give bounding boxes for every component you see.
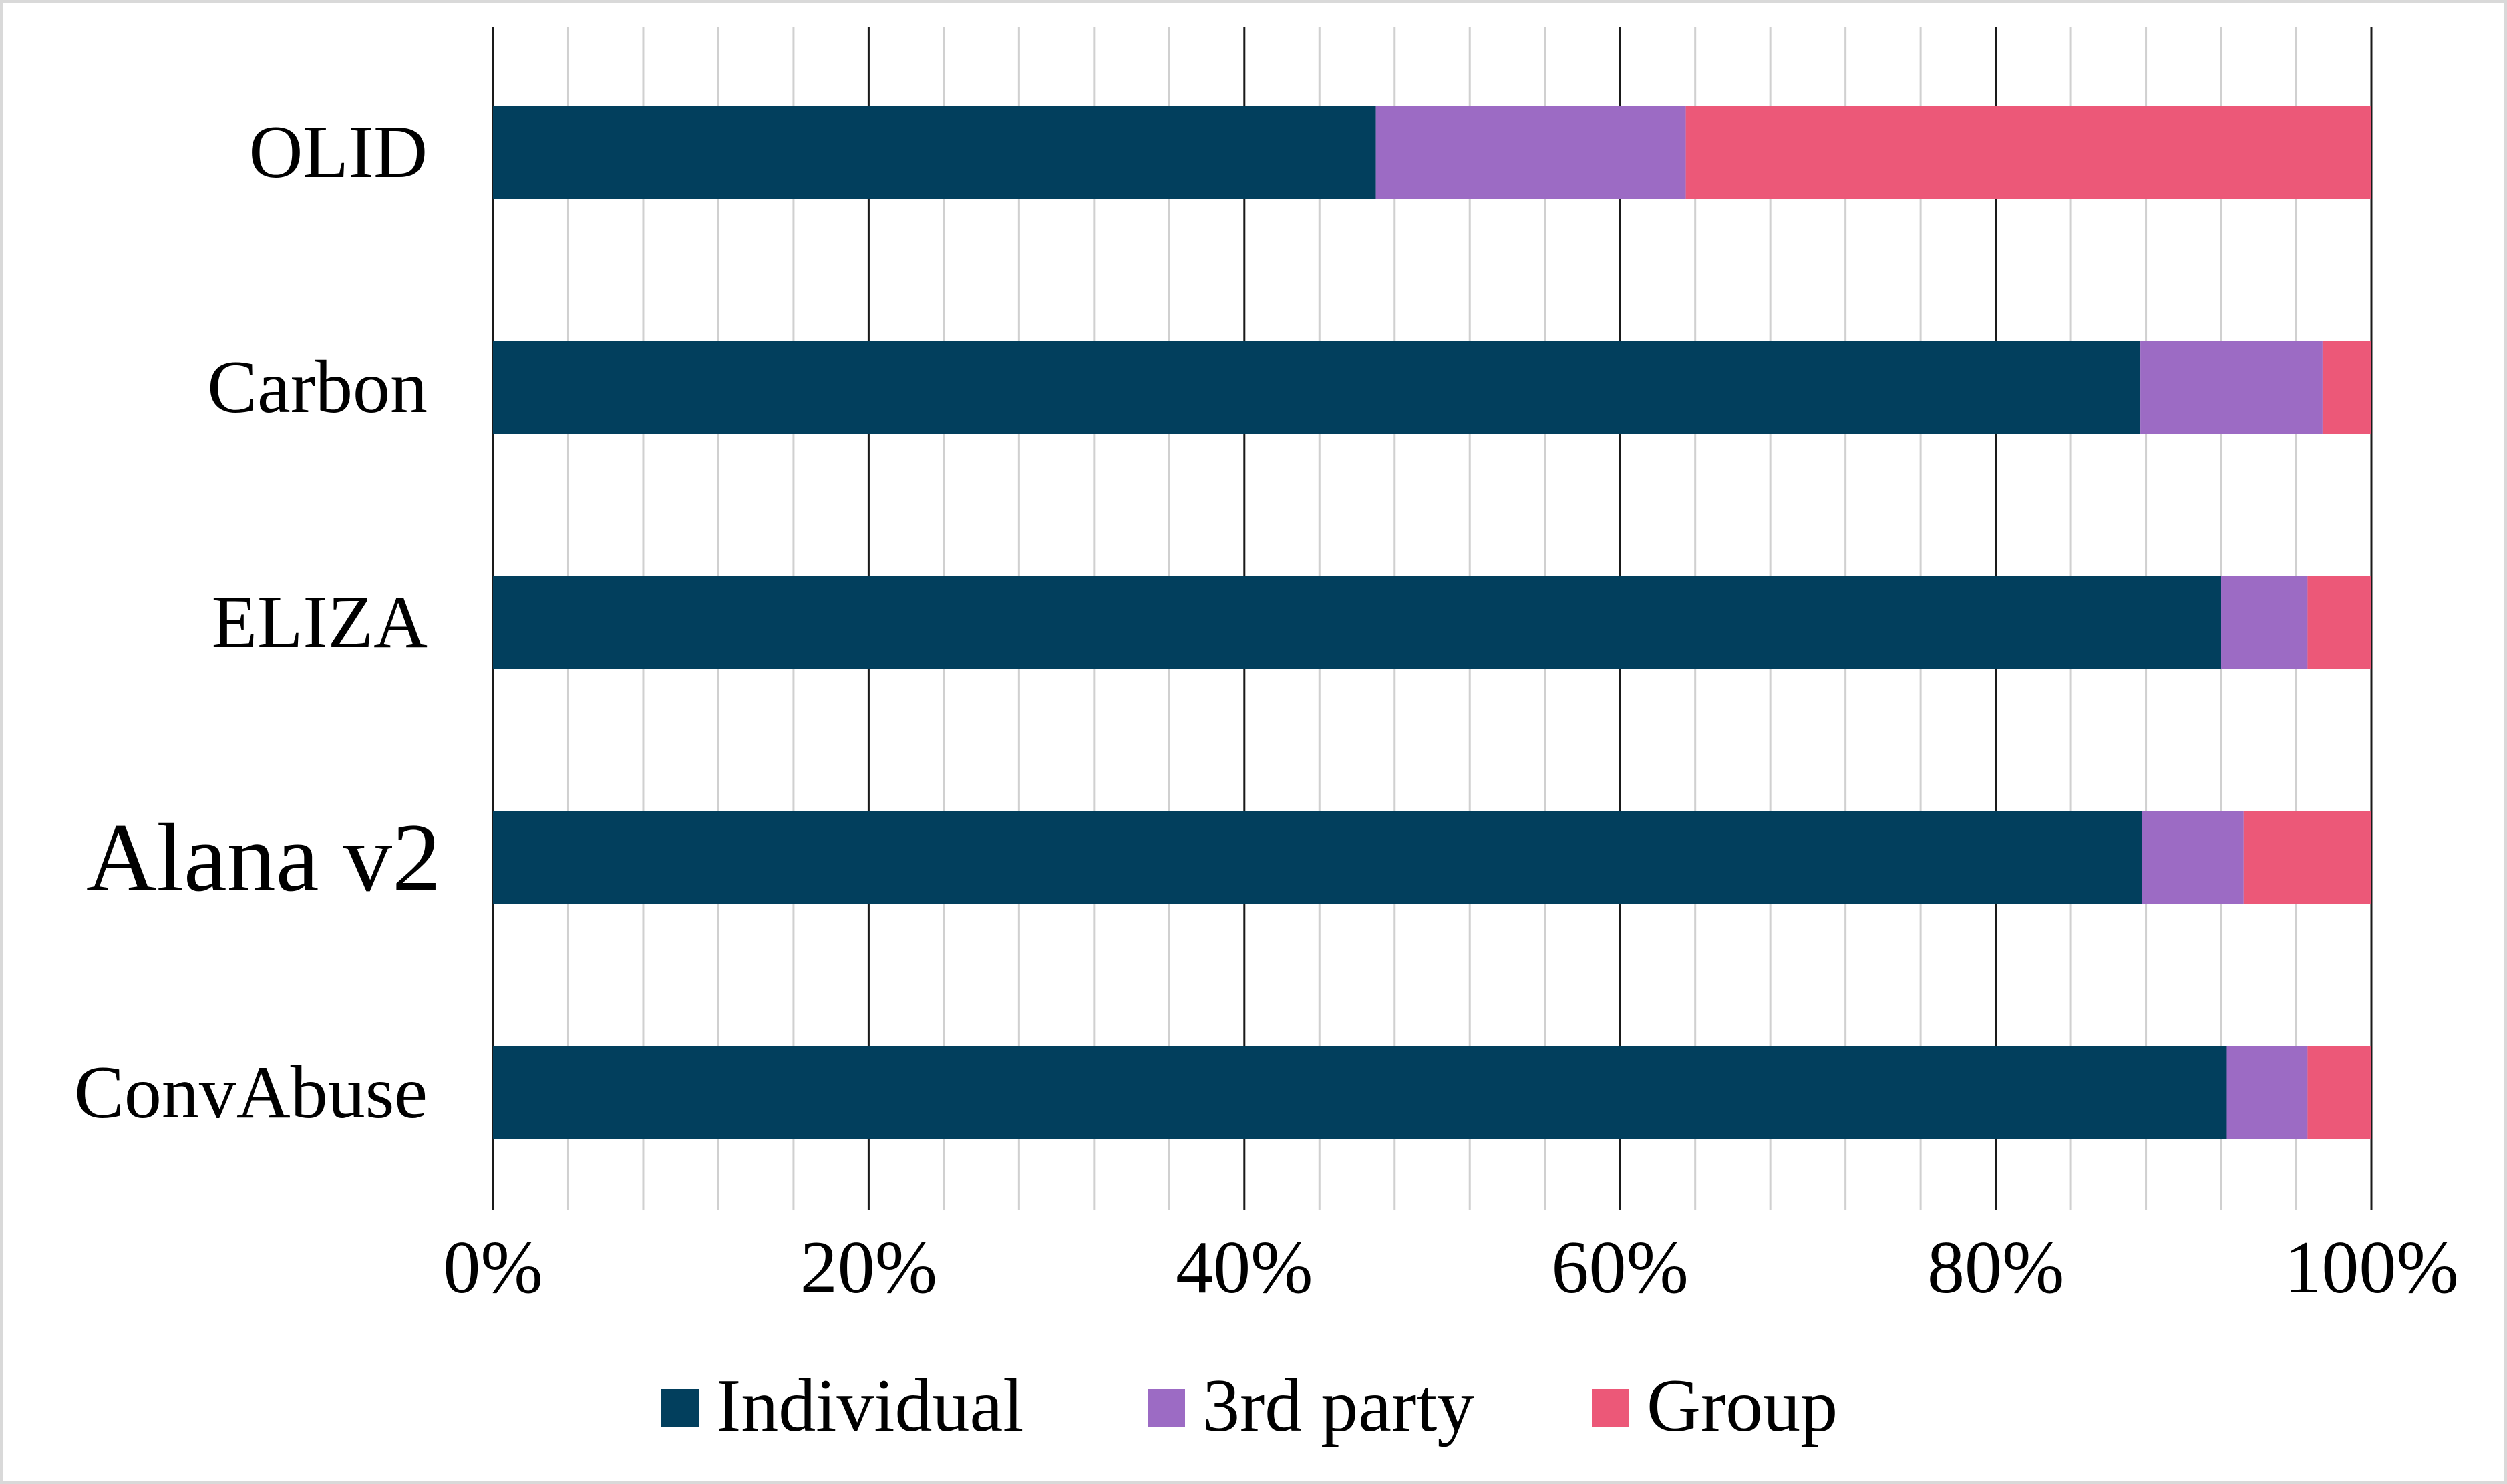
legend-label: Individual <box>716 1364 1023 1447</box>
legend-swatch <box>1592 1389 1629 1427</box>
category-label: OLID <box>249 111 428 194</box>
bar-segment-individual <box>493 341 2141 434</box>
bar-segment-individual <box>493 811 2142 904</box>
legend: Individual 3rd party Group <box>661 1364 1838 1447</box>
x-axis-tick-labels: 0% 20% 40% 60% 80% 100% <box>443 1226 2458 1309</box>
legend-label: Group <box>1647 1364 1838 1447</box>
bar-segment-3rd-party <box>2226 1046 2308 1139</box>
bar-segment-group <box>2307 576 2371 669</box>
category-label: Alana v2 <box>86 803 441 912</box>
bar-segment-individual <box>493 576 2222 669</box>
legend-swatch <box>661 1389 699 1427</box>
bar-segment-group <box>1685 106 2371 199</box>
x-tick-label: 40% <box>1176 1226 1313 1309</box>
bars <box>493 106 2371 1139</box>
bar-segment-3rd-party <box>2221 576 2308 669</box>
category-label: Carbon <box>207 346 428 429</box>
bar-segment-3rd-party <box>1375 106 1686 199</box>
bar-segment-individual <box>493 106 1376 199</box>
x-tick-label: 0% <box>443 1226 542 1309</box>
bar-segment-group <box>2243 811 2371 904</box>
category-label: ELIZA <box>212 581 428 664</box>
legend-swatch <box>1148 1389 1185 1427</box>
x-tick-label: 60% <box>1552 1226 1689 1309</box>
legend-label: 3rd party <box>1202 1364 1474 1447</box>
bar-segment-group <box>2322 341 2371 434</box>
category-label: ConvAbuse <box>74 1051 428 1134</box>
x-tick-label: 80% <box>1927 1226 2064 1309</box>
bar-segment-group <box>2307 1046 2371 1139</box>
bar-segment-individual <box>493 1046 2227 1139</box>
x-tick-label: 100% <box>2284 1226 2458 1309</box>
x-tick-label: 20% <box>800 1226 937 1309</box>
bar-segment-3rd-party <box>2140 341 2323 434</box>
bar-segment-3rd-party <box>2142 811 2244 904</box>
category-labels: OLID Carbon ELIZA Alana v2 ConvAbuse <box>74 111 441 1134</box>
